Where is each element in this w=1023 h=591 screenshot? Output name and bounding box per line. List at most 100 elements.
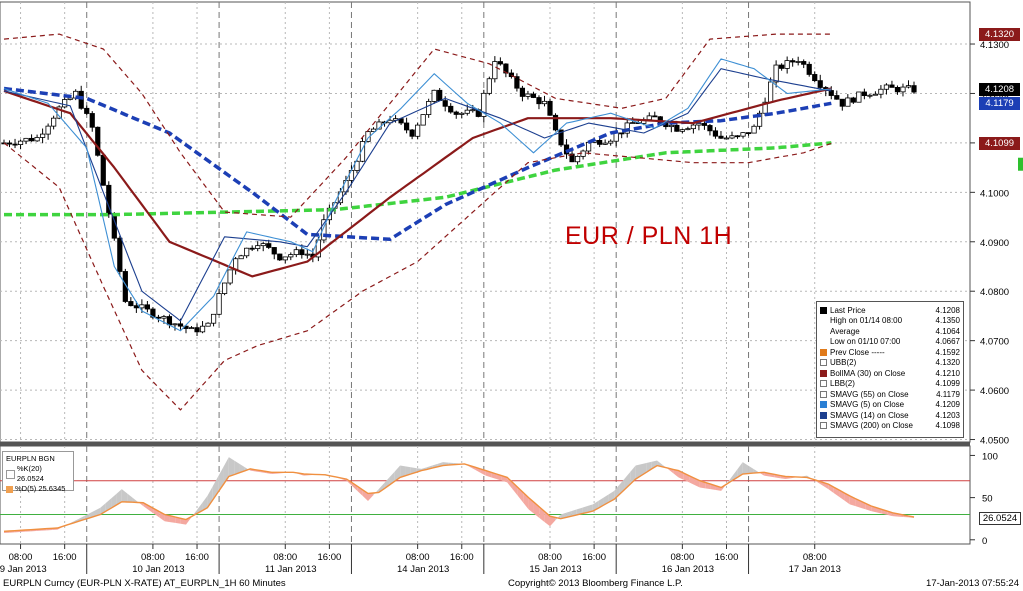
osc-fill <box>111 493 117 509</box>
osc-fill <box>121 489 128 503</box>
candle-body <box>773 64 779 83</box>
candle-body <box>696 123 702 126</box>
legend-entry: Prev Close ----- 4.1592 <box>820 347 960 358</box>
hour-tick-label: 08:00 <box>273 552 297 563</box>
candle-body <box>729 135 735 139</box>
candle-body <box>448 105 454 113</box>
series-line <box>4 141 832 217</box>
legend-entry: UBB(2) 4.1320 <box>820 358 960 369</box>
legend-swatch <box>820 317 827 324</box>
copyright-footer: Copyright© 2013 Bloomberg Finance L.P. <box>508 578 683 589</box>
candle-body <box>409 129 415 137</box>
candle-body <box>194 327 200 333</box>
candle-body <box>166 316 173 326</box>
hour-tick-label: 16:00 <box>53 552 77 563</box>
candle-body <box>442 100 448 107</box>
legend-swatch <box>820 338 827 345</box>
candle-body <box>723 137 730 140</box>
k-swatch <box>6 469 15 479</box>
osc-fill <box>507 477 513 490</box>
osc-fill <box>378 483 385 493</box>
candle-body <box>519 87 526 97</box>
price-tick-label: 4.0500 <box>980 436 1009 447</box>
candle-body <box>834 95 840 100</box>
candle-body <box>34 137 40 142</box>
legend-entry: BollMA (30) on Close 4.1210 <box>820 368 960 379</box>
candle-body <box>23 137 29 142</box>
candle-body <box>299 249 305 256</box>
candle-body <box>619 132 625 135</box>
osc-fill <box>865 503 872 512</box>
legend-label: Last Price <box>830 305 866 315</box>
candle-body <box>133 305 139 309</box>
legend-swatch <box>820 422 827 430</box>
candle-body <box>117 237 123 272</box>
candle-body <box>685 128 691 131</box>
candle-body <box>492 61 498 80</box>
price-tick-label: 4.0800 <box>980 287 1009 298</box>
candle-body <box>734 135 741 138</box>
osc-fill <box>351 482 358 491</box>
osc-fill <box>828 484 834 493</box>
candle-body <box>530 93 537 98</box>
candle-body <box>244 247 250 257</box>
candle-body <box>751 125 757 134</box>
candle-body <box>128 301 134 307</box>
legend-swatch <box>820 328 827 335</box>
candle-body <box>861 91 867 97</box>
candle-body <box>459 112 465 115</box>
candle-body <box>878 88 884 95</box>
candle-body <box>161 316 167 319</box>
osc-tick-label: 50 <box>982 494 993 505</box>
candle-body <box>84 107 90 114</box>
price-tick-label: 4.1300 <box>980 40 1009 51</box>
candle-body <box>453 111 459 115</box>
legend-entry: High on 01/14 08:00 4.1350 <box>820 316 960 327</box>
candle-body <box>646 115 652 121</box>
candle-body <box>177 323 184 327</box>
osc-fill <box>212 476 219 500</box>
osc-fill <box>742 462 749 474</box>
price-tick-label: 4.0900 <box>980 238 1009 249</box>
legend-entry: Average 4.1064 <box>820 326 960 337</box>
candle-body <box>806 63 812 75</box>
candle-body <box>768 81 774 103</box>
candle-body <box>597 139 603 145</box>
legend-swatch <box>820 390 827 398</box>
legend-swatch <box>820 380 827 388</box>
osc-fill <box>726 476 732 485</box>
series-line <box>3 68 832 322</box>
osc-fill <box>737 462 743 478</box>
candle-body <box>222 282 228 294</box>
candle-body <box>514 76 520 89</box>
day-tick-label: 16 Jan 2013 <box>662 564 714 575</box>
osc-fill <box>887 511 893 517</box>
osc-d-line <box>3 463 915 532</box>
k-legend-label: %K(20) 26.0524 <box>16 464 44 483</box>
candle-body <box>801 61 807 65</box>
candle-body <box>486 78 492 94</box>
candle-body <box>839 98 845 107</box>
legend-value: 4.1208 <box>935 305 960 315</box>
osc-fill <box>132 497 138 503</box>
price-tick-label: 4.0700 <box>980 337 1009 348</box>
osc-fill <box>405 466 411 476</box>
d-legend-label: %D(5) 25.6345 <box>15 484 66 493</box>
osc-fill <box>384 477 390 489</box>
candle-body <box>437 89 443 101</box>
osc-fill <box>153 508 160 518</box>
osc-tick-label: 100 <box>982 451 998 462</box>
legend-entry: SMAVG (5) on Close 4.1209 <box>820 400 960 411</box>
candle-body <box>188 327 195 330</box>
series-line <box>3 33 832 218</box>
candle-body <box>911 85 917 93</box>
candle-body <box>668 124 674 128</box>
candle-body <box>817 80 823 88</box>
day-tick-label: 10 Jan 2013 <box>132 564 184 575</box>
candle-body <box>547 100 553 116</box>
chart-annotation: EUR / PLN 1H <box>565 222 733 250</box>
osc-fill <box>368 492 374 501</box>
candle-body <box>100 154 106 186</box>
hour-tick-label: 08:00 <box>803 552 827 563</box>
candle-body <box>95 126 101 156</box>
